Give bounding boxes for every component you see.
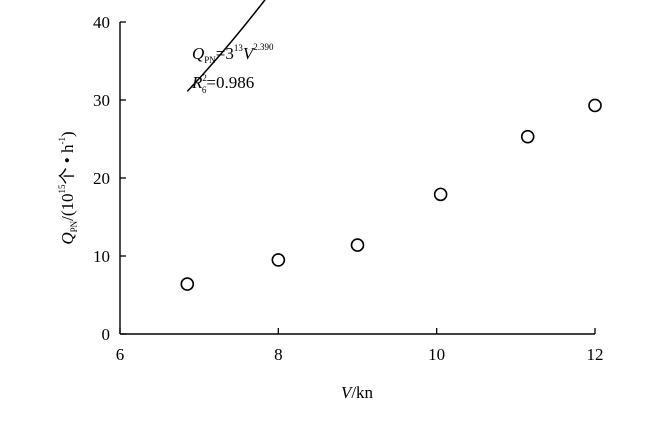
y-tick-label: 0 [102, 325, 111, 344]
x-axis-title: V/kn [341, 383, 374, 402]
data-point [271, 253, 286, 267]
y-tick-label: 40 [93, 13, 110, 32]
points-layer [180, 98, 602, 291]
data-point [350, 238, 365, 252]
x-tick-label: 10 [428, 345, 445, 364]
data-point [588, 98, 602, 113]
fit-layer [186, 0, 266, 92]
y-axis-title: QPN/(1015个 • h-1) [57, 131, 79, 244]
x-tick-label: 8 [274, 345, 283, 364]
y-tick-label: 20 [93, 169, 110, 188]
data-point [433, 187, 448, 202]
r2-label: R2 6=0.986 [191, 73, 254, 95]
x-tick-label: 6 [116, 345, 125, 364]
equation-label: QPN=313V2.390 [192, 42, 274, 65]
data-point [180, 277, 195, 291]
x-tick-label: 12 [587, 345, 604, 364]
y-tick-label: 30 [93, 91, 110, 110]
ticks-layer: 6 8 10 12 0 10 20 30 40 [93, 13, 604, 364]
y-tick-label: 10 [93, 247, 110, 266]
fit-curve [186, 0, 266, 92]
data-point [520, 129, 535, 144]
